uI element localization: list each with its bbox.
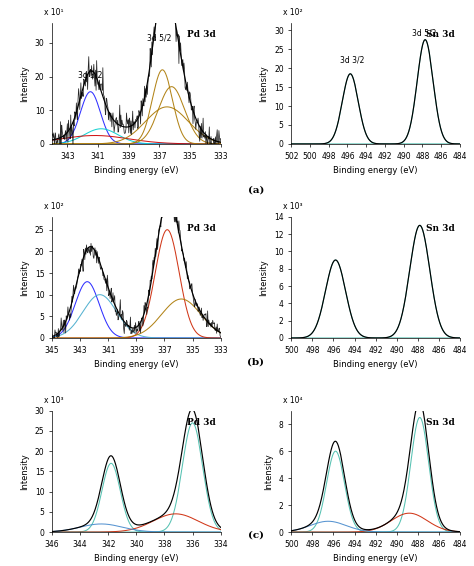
Text: x 10³: x 10³ [44, 396, 64, 405]
X-axis label: Binding energy (eV): Binding energy (eV) [94, 554, 179, 563]
Text: 3d 3/2: 3d 3/2 [340, 55, 365, 65]
Y-axis label: Intensity: Intensity [20, 65, 29, 102]
Text: Sn 3d: Sn 3d [426, 30, 455, 39]
Text: x 10¹: x 10¹ [44, 7, 63, 16]
Text: 3d 3/2: 3d 3/2 [78, 71, 102, 80]
Text: 3d 5/2: 3d 5/2 [147, 34, 172, 43]
Text: 3d 5/2: 3d 5/2 [412, 29, 437, 38]
Text: Sn 3d: Sn 3d [426, 418, 455, 427]
Text: Pd 3d: Pd 3d [187, 30, 216, 39]
Text: Pd 3d: Pd 3d [187, 418, 216, 427]
Text: (c): (c) [248, 530, 264, 539]
Text: (b): (b) [247, 358, 264, 367]
Text: x 10⁴: x 10⁴ [283, 396, 302, 405]
Y-axis label: Intensity: Intensity [20, 259, 29, 295]
Y-axis label: Intensity: Intensity [259, 65, 268, 102]
X-axis label: Binding energy (eV): Binding energy (eV) [94, 166, 179, 175]
Text: (a): (a) [248, 185, 264, 194]
Text: x 10²: x 10² [283, 7, 302, 16]
X-axis label: Binding energy (eV): Binding energy (eV) [333, 554, 418, 563]
Y-axis label: Intensity: Intensity [259, 259, 268, 295]
Text: x 10²: x 10² [44, 201, 64, 211]
X-axis label: Binding energy (eV): Binding energy (eV) [94, 360, 179, 369]
Text: Sn 3d: Sn 3d [426, 224, 455, 233]
X-axis label: Binding energy (eV): Binding energy (eV) [333, 360, 418, 369]
X-axis label: Binding energy (eV): Binding energy (eV) [333, 166, 418, 175]
Text: Pd 3d: Pd 3d [187, 224, 216, 233]
Y-axis label: Intensity: Intensity [264, 453, 273, 490]
Y-axis label: Intensity: Intensity [20, 453, 29, 490]
Text: x 10³: x 10³ [283, 201, 302, 211]
